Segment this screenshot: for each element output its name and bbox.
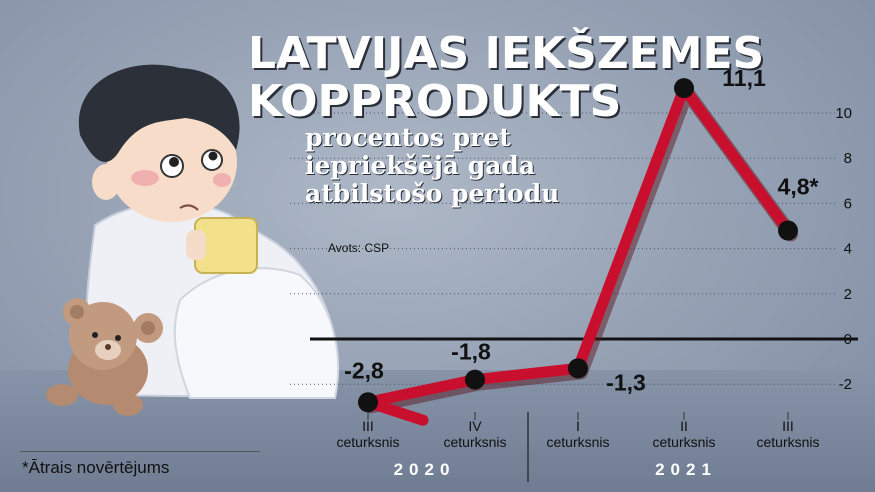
x-tick-label: ceturksnis	[652, 434, 715, 450]
x-tick-label: III	[362, 418, 374, 434]
year-label: 2020	[394, 460, 456, 479]
gdp-series: -2,8 -1,8 -1,3 11,1 4,8*	[344, 65, 819, 426]
x-tick-label: ceturksnis	[756, 434, 819, 450]
y-tick-label: 0	[844, 331, 852, 348]
data-label: 11,1	[722, 65, 766, 91]
data-label: 4,8*	[778, 174, 819, 200]
data-label: -2,8	[344, 357, 384, 383]
x-axis-categories: IIIceturksnisIVceturksnisIceturksnisIIce…	[336, 412, 820, 450]
x-tick-label: III	[782, 418, 794, 434]
data-point	[568, 358, 588, 379]
x-tick-label: I	[576, 418, 580, 434]
data-point	[358, 392, 378, 413]
y-tick-label: 6	[844, 195, 852, 212]
x-tick-label: II	[680, 418, 688, 434]
x-tick-label: IV	[468, 418, 482, 434]
y-tick-label: 2	[844, 286, 852, 303]
data-point	[465, 369, 485, 390]
data-point	[778, 220, 798, 241]
y-axis-ticks: -2 0 2 4 6 8 10	[835, 105, 852, 393]
subtitle: procentos pret iepriekšējā gada atbilsto…	[305, 123, 560, 208]
y-tick-label: 8	[844, 150, 852, 167]
title-line-1: LATVIJAS IEKŠZEMES	[248, 28, 765, 79]
title-line-2: KOPPRODUKTS	[248, 76, 622, 127]
x-tick-label: ceturksnis	[336, 434, 399, 450]
x-tick-label: ceturksnis	[546, 434, 609, 450]
x-axis-years: 2020 2021	[394, 460, 717, 479]
footnote-divider	[20, 451, 260, 452]
x-tick-label: ceturksnis	[443, 434, 506, 450]
source-label: Avots: CSP	[328, 241, 390, 255]
y-tick-label: 10	[835, 105, 852, 122]
data-label: -1,8	[451, 339, 491, 365]
data-label: -1,3	[606, 369, 646, 395]
y-tick-label: -2	[839, 376, 852, 393]
data-point	[674, 78, 694, 99]
year-label: 2021	[655, 460, 717, 479]
y-tick-label: 4	[844, 241, 852, 258]
footnote: *Ātrais novērtējums	[22, 458, 170, 477]
